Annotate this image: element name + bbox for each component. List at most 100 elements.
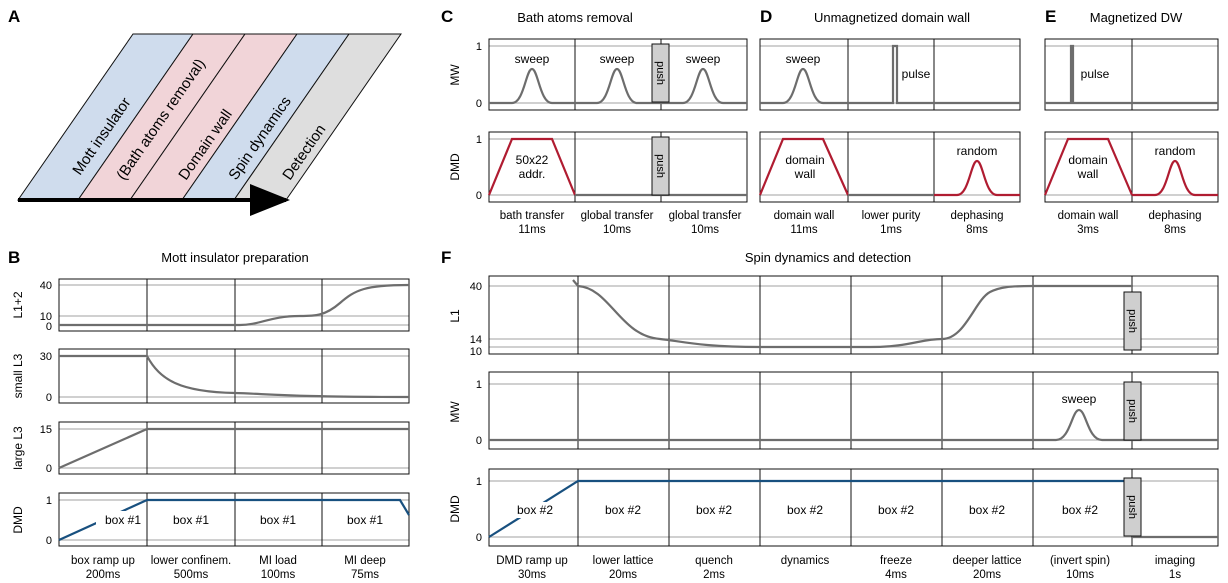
step-c-2-time: 10ms xyxy=(603,224,631,236)
panel-letter-a: A xyxy=(8,7,20,26)
panel-f-row-dmd: push box #2 box #2 box #2 box #2 box #2 … xyxy=(448,468,1219,547)
tick-f-mw-1: 1 xyxy=(476,379,482,391)
panel-letter-d: D xyxy=(760,7,772,26)
tick-f-l1-14: 14 xyxy=(470,334,482,346)
panel-d-steps: domain wall 11ms lower purity 1ms dephas… xyxy=(774,210,1004,236)
tick-f-dmd-0: 0 xyxy=(476,532,482,544)
box-label-f-7: box #2 xyxy=(1062,503,1098,517)
d-dmd-label-wall: wall xyxy=(794,167,816,181)
step-c-3-name: global transfer xyxy=(669,210,742,222)
trace-l12 xyxy=(59,283,410,327)
step-f-7-time: 10ms xyxy=(1066,569,1094,581)
tick-c-dmd-1: 1 xyxy=(476,134,482,146)
e-dmd-label-domain: domain xyxy=(1068,153,1107,167)
f-push-l1: push xyxy=(1126,309,1138,333)
panel-c-row-dmd: 50x22 addr. push 1 0 DMD xyxy=(448,131,748,203)
tick-f-l1-40: 40 xyxy=(470,281,482,293)
step-d-3-name: dephasing xyxy=(950,210,1003,222)
trace-f-dmd xyxy=(488,479,1132,538)
tick-dmd-b-0: 0 xyxy=(46,535,52,547)
trace-f-l1 xyxy=(572,279,1132,349)
step-f-5-time: 4ms xyxy=(885,569,907,581)
panel-b-title: Mott insulator preparation xyxy=(161,250,308,265)
step-f-1-time: 30ms xyxy=(518,569,546,581)
step-d-2-name: lower purity xyxy=(862,210,921,222)
panel-c: C Bath atoms removal sweep sweep sweep p… xyxy=(441,7,748,236)
c-push-dmd: push xyxy=(654,154,666,178)
f-mw-label-sweep: sweep xyxy=(1062,392,1097,406)
step-f-4-name: dynamics xyxy=(781,555,830,567)
e-mw-label-pulse: pulse xyxy=(1081,67,1110,81)
tick-dmd-b-1: 1 xyxy=(46,495,52,507)
panel-b: B Mott insulator preparation 40 10 0 L1+… xyxy=(8,248,410,581)
step-c-1-name: bath transfer xyxy=(500,210,565,222)
tick-c-mw-0: 0 xyxy=(476,98,482,110)
trace-d-dmd-wall xyxy=(758,137,850,196)
box-label-f-5: box #2 xyxy=(878,503,914,517)
d-dmd-label-domain: domain xyxy=(785,153,824,167)
trace-large-l3 xyxy=(58,427,409,470)
label-l12: L1+2 xyxy=(11,291,25,318)
label-large-l3: large L3 xyxy=(11,426,25,470)
step-e-1-name: domain wall xyxy=(1058,210,1119,222)
c-push-mw: push xyxy=(654,61,666,85)
c-dmd-label-1: 50x22 xyxy=(516,153,549,167)
box-label-f-6: box #2 xyxy=(969,503,1005,517)
panel-letter-e: E xyxy=(1045,7,1056,26)
f-push-mw: push xyxy=(1126,399,1138,423)
label-f-mw: MW xyxy=(448,401,462,423)
step-d-3-time: 8ms xyxy=(966,224,988,236)
panel-e: E Magnetized DW pulse domain wall random… xyxy=(1043,7,1219,236)
step-b-2-time: 500ms xyxy=(174,569,209,581)
step-c-3-time: 10ms xyxy=(691,224,719,236)
tick-f-dmd-1: 1 xyxy=(476,476,482,488)
tick-c-dmd-0: 0 xyxy=(476,190,482,202)
tick-small-l3-30: 30 xyxy=(40,351,52,363)
c-mw-label-3: sweep xyxy=(686,52,721,66)
trace-small-l3 xyxy=(59,354,410,399)
panel-letter-b: B xyxy=(8,248,20,267)
label-small-l3: small L3 xyxy=(11,353,25,398)
step-f-1-name: DMD ramp up xyxy=(496,555,568,567)
step-f-7-name: (invert spin) xyxy=(1050,555,1110,567)
label-c-mw: MW xyxy=(448,64,462,86)
box-label-f-2: box #2 xyxy=(605,503,641,517)
step-f-3-name: quench xyxy=(695,555,733,567)
panel-b-row-large-l3: 15 0 large L3 xyxy=(11,421,410,475)
step-e-2-name: dephasing xyxy=(1148,210,1201,222)
step-f-8-time: 1s xyxy=(1169,569,1181,581)
step-f-5-name: freeze xyxy=(880,555,912,567)
panel-a: A Mott insulator (Bath atoms removal) Do… xyxy=(8,7,402,216)
tick-l12-10: 10 xyxy=(40,311,52,323)
trace-e-dmd-wall xyxy=(1043,137,1134,196)
trace-e-dmd-random xyxy=(1132,159,1218,197)
panel-e-row-mw: pulse xyxy=(1044,38,1219,111)
tick-f-l1-10: 10 xyxy=(470,346,482,358)
panel-f-row-mw: sweep push 1 0 MW xyxy=(448,371,1219,450)
trace-c-dmd xyxy=(487,137,577,196)
step-b-1-name: box ramp up xyxy=(71,555,135,567)
tick-large-l3-15: 15 xyxy=(40,424,52,436)
panel-d-row-mw: sweep pulse xyxy=(759,38,1021,111)
panel-e-steps: domain wall 3ms dephasing 8ms xyxy=(1058,210,1202,236)
panel-d-title: Unmagnetized domain wall xyxy=(814,10,970,25)
step-f-2-name: lower lattice xyxy=(593,555,654,567)
tick-small-l3-0: 0 xyxy=(46,392,52,404)
step-e-2-time: 8ms xyxy=(1164,224,1186,236)
panel-f-title: Spin dynamics and detection xyxy=(745,250,911,265)
d-mw-label-sweep: sweep xyxy=(786,52,821,66)
panel-letter-f: F xyxy=(441,248,451,267)
panel-e-row-dmd: domain wall random xyxy=(1043,131,1219,203)
step-b-4-name: MI deep xyxy=(344,555,386,567)
label-f-dmd: DMD xyxy=(448,495,462,523)
panel-f: F Spin dynamics and detection push 40 14… xyxy=(441,248,1219,581)
c-dmd-label-2: addr. xyxy=(519,167,546,181)
panel-b-steps: box ramp up 200ms lower confinem. 500ms … xyxy=(71,555,386,581)
label-f-l1: L1 xyxy=(448,309,462,323)
panel-d: D Unmagnetized domain wall sweep pulse d… xyxy=(758,7,1021,236)
trace-d-mw xyxy=(760,44,1020,105)
e-dmd-label-wall: wall xyxy=(1077,167,1099,181)
step-d-1-name: domain wall xyxy=(774,210,835,222)
trace-c-mw xyxy=(489,67,747,105)
